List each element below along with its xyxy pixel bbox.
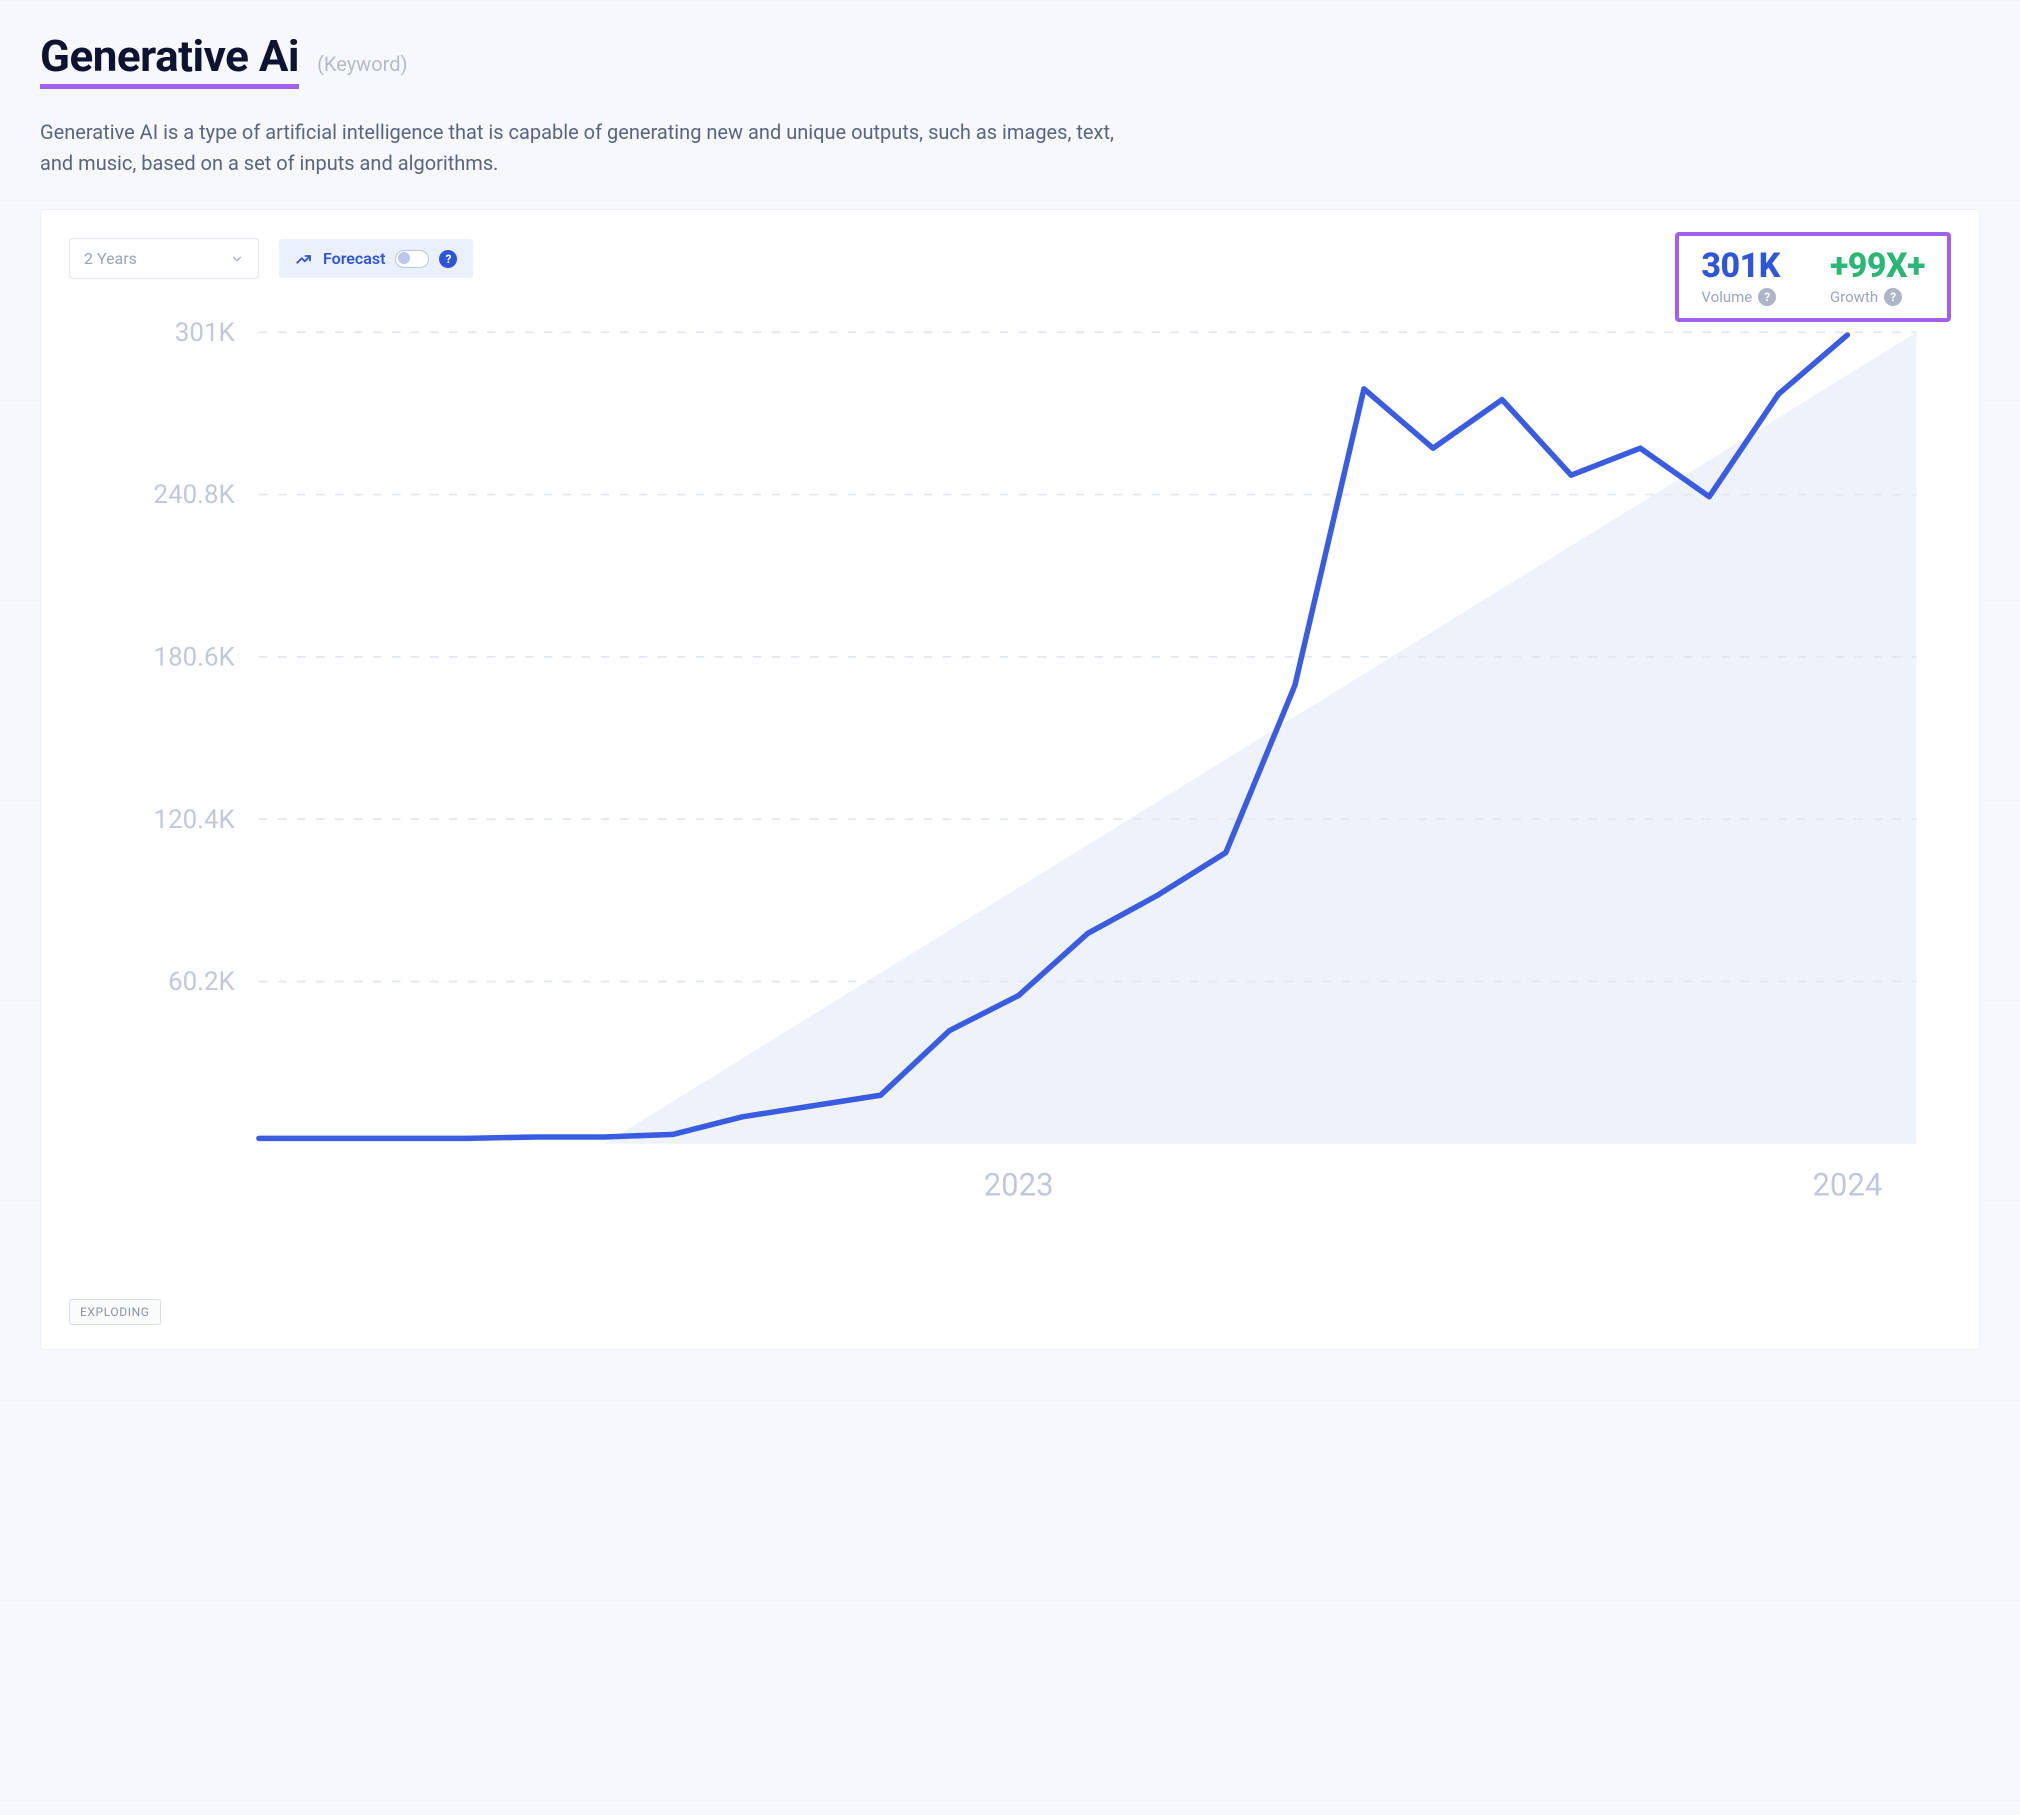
growth-label: Growth xyxy=(1830,288,1878,306)
timerange-select[interactable]: 2 Years xyxy=(69,238,259,279)
volume-value: 301K xyxy=(1701,246,1780,286)
growth-label-row: Growth ? xyxy=(1830,288,1925,306)
volume-label-row: Volume ? xyxy=(1701,288,1780,306)
y-tick-label: 60.2K xyxy=(168,967,235,997)
controls-row: 2 Years Forecast ? 301K Volume ? xyxy=(69,238,1951,279)
growth-help-icon[interactable]: ? xyxy=(1884,288,1902,306)
y-tick-label: 240.8K xyxy=(154,480,236,510)
x-tick-label: 2024 xyxy=(1812,1167,1882,1204)
trend-up-icon xyxy=(295,250,313,268)
title-row: Generative Ai (Keyword) xyxy=(40,30,1980,89)
volume-label: Volume xyxy=(1701,288,1752,306)
volume-help-icon[interactable]: ? xyxy=(1758,288,1776,306)
keyword-tag: (Keyword) xyxy=(317,52,407,76)
metrics-highlight-box: 301K Volume ? +99X+ Growth ? xyxy=(1675,232,1951,322)
forecast-toggle[interactable] xyxy=(395,250,429,268)
chart-card: 2 Years Forecast ? 301K Volume ? xyxy=(40,209,1980,1350)
y-tick-label: 301K xyxy=(175,318,236,348)
forecast-label: Forecast xyxy=(323,249,385,268)
page-description: Generative AI is a type of artificial in… xyxy=(40,117,1140,179)
forecast-help-icon[interactable]: ? xyxy=(439,250,457,268)
y-tick-label: 120.4K xyxy=(154,805,236,835)
growth-metric: +99X+ Growth ? xyxy=(1830,246,1925,306)
forecast-toggle-group[interactable]: Forecast ? xyxy=(279,239,473,278)
chart-container: 60.2K 120.4K 180.6K 240.8K 301K 2023 2024 xyxy=(69,315,1951,1247)
trend-chart: 60.2K 120.4K 180.6K 240.8K 301K 2023 2024 xyxy=(69,315,1951,1247)
x-tick-label: 2023 xyxy=(984,1167,1054,1204)
badge-row: EXPLODING xyxy=(69,1299,1951,1325)
volume-metric: 301K Volume ? xyxy=(1701,246,1780,306)
page-header: Generative Ai (Keyword) Generative AI is… xyxy=(40,30,1980,179)
timerange-label: 2 Years xyxy=(84,249,137,268)
forecast-band xyxy=(604,332,1916,1143)
status-badge: EXPLODING xyxy=(69,1299,161,1325)
growth-value: +99X+ xyxy=(1830,246,1925,286)
y-tick-label: 180.6K xyxy=(154,642,236,672)
page-title: Generative Ai xyxy=(40,30,299,89)
chevron-down-icon xyxy=(230,252,244,266)
